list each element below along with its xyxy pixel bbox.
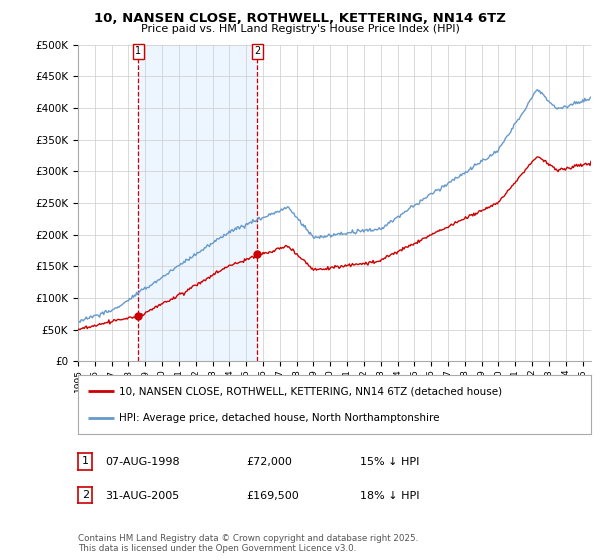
Text: 15% ↓ HPI: 15% ↓ HPI <box>360 457 419 467</box>
Text: 18% ↓ HPI: 18% ↓ HPI <box>360 491 419 501</box>
Text: 10, NANSEN CLOSE, ROTHWELL, KETTERING, NN14 6TZ (detached house): 10, NANSEN CLOSE, ROTHWELL, KETTERING, N… <box>119 386 502 396</box>
Text: £169,500: £169,500 <box>246 491 299 501</box>
Text: £72,000: £72,000 <box>246 457 292 467</box>
Text: 2: 2 <box>82 490 89 500</box>
Text: 31-AUG-2005: 31-AUG-2005 <box>105 491 179 501</box>
Text: 1: 1 <box>82 456 89 466</box>
Text: Price paid vs. HM Land Registry's House Price Index (HPI): Price paid vs. HM Land Registry's House … <box>140 24 460 34</box>
Text: Contains HM Land Registry data © Crown copyright and database right 2025.
This d: Contains HM Land Registry data © Crown c… <box>78 534 418 553</box>
Text: 1: 1 <box>135 46 141 56</box>
Text: HPI: Average price, detached house, North Northamptonshire: HPI: Average price, detached house, Nort… <box>119 413 440 423</box>
Text: 10, NANSEN CLOSE, ROTHWELL, KETTERING, NN14 6TZ: 10, NANSEN CLOSE, ROTHWELL, KETTERING, N… <box>94 12 506 25</box>
Text: 2: 2 <box>254 46 260 56</box>
Text: 07-AUG-1998: 07-AUG-1998 <box>105 457 179 467</box>
Bar <box>138 45 257 361</box>
